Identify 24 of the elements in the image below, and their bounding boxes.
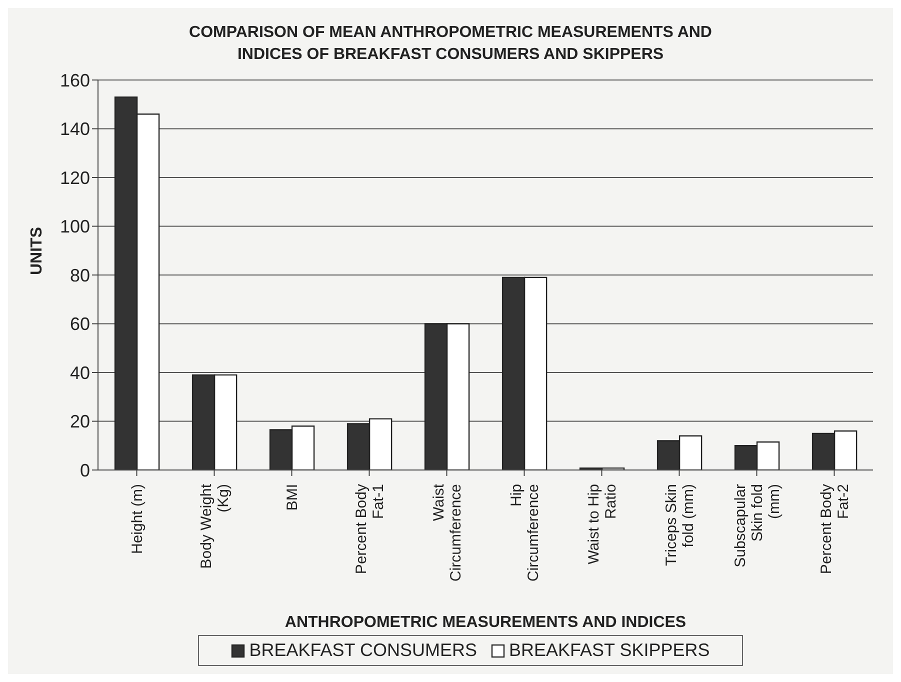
x-tick-label: Percent Body Fat-1 xyxy=(352,484,387,574)
y-tick-label: 100 xyxy=(60,216,90,237)
y-axis-title: UNITS xyxy=(28,226,46,275)
chart-title: COMPARISON OF MEAN ANTHROPOMETRIC MEASUREMENTS AND INDICES OF BREAKFAST CONSUMERS AND SKIPPERS xyxy=(188,23,713,65)
x-tick-label: Hip Circumference xyxy=(508,484,542,582)
x-tick-label: Waist Circumference xyxy=(430,483,464,582)
y-tick-label: 140 xyxy=(60,119,90,140)
y-tick-label: 0 xyxy=(80,460,90,480)
y-tick-label: 80 xyxy=(70,265,90,286)
legend-label: BREAKFAST CONSUMERS xyxy=(249,640,477,661)
x-tick-label: Waist to Hip Ratio xyxy=(585,484,620,564)
y-tick-label: 160 xyxy=(60,70,90,90)
x-tick-label: BMI xyxy=(284,484,301,511)
y-tick-label: 60 xyxy=(70,314,90,334)
legend-label: BREAKFAST SKIPPERS xyxy=(508,640,710,661)
x-tick-label: Triceps Skin fold (mm) xyxy=(662,484,697,566)
x-axis-title: ANTHROPOMETRIC MEASUREMENTS AND INDICES xyxy=(284,614,686,631)
y-tick-label: 20 xyxy=(70,412,90,432)
x-tick-label: Percent Body Fat-2 xyxy=(818,484,852,574)
y-tick-label: 120 xyxy=(60,168,90,188)
x-tick-label: Subscapular Skin fold (mm) xyxy=(732,484,783,568)
x-tick-label: Body Weight (Kg) xyxy=(198,483,232,569)
y-tick-label: 40 xyxy=(70,362,90,383)
x-tick-label: Height (m) xyxy=(128,484,146,554)
